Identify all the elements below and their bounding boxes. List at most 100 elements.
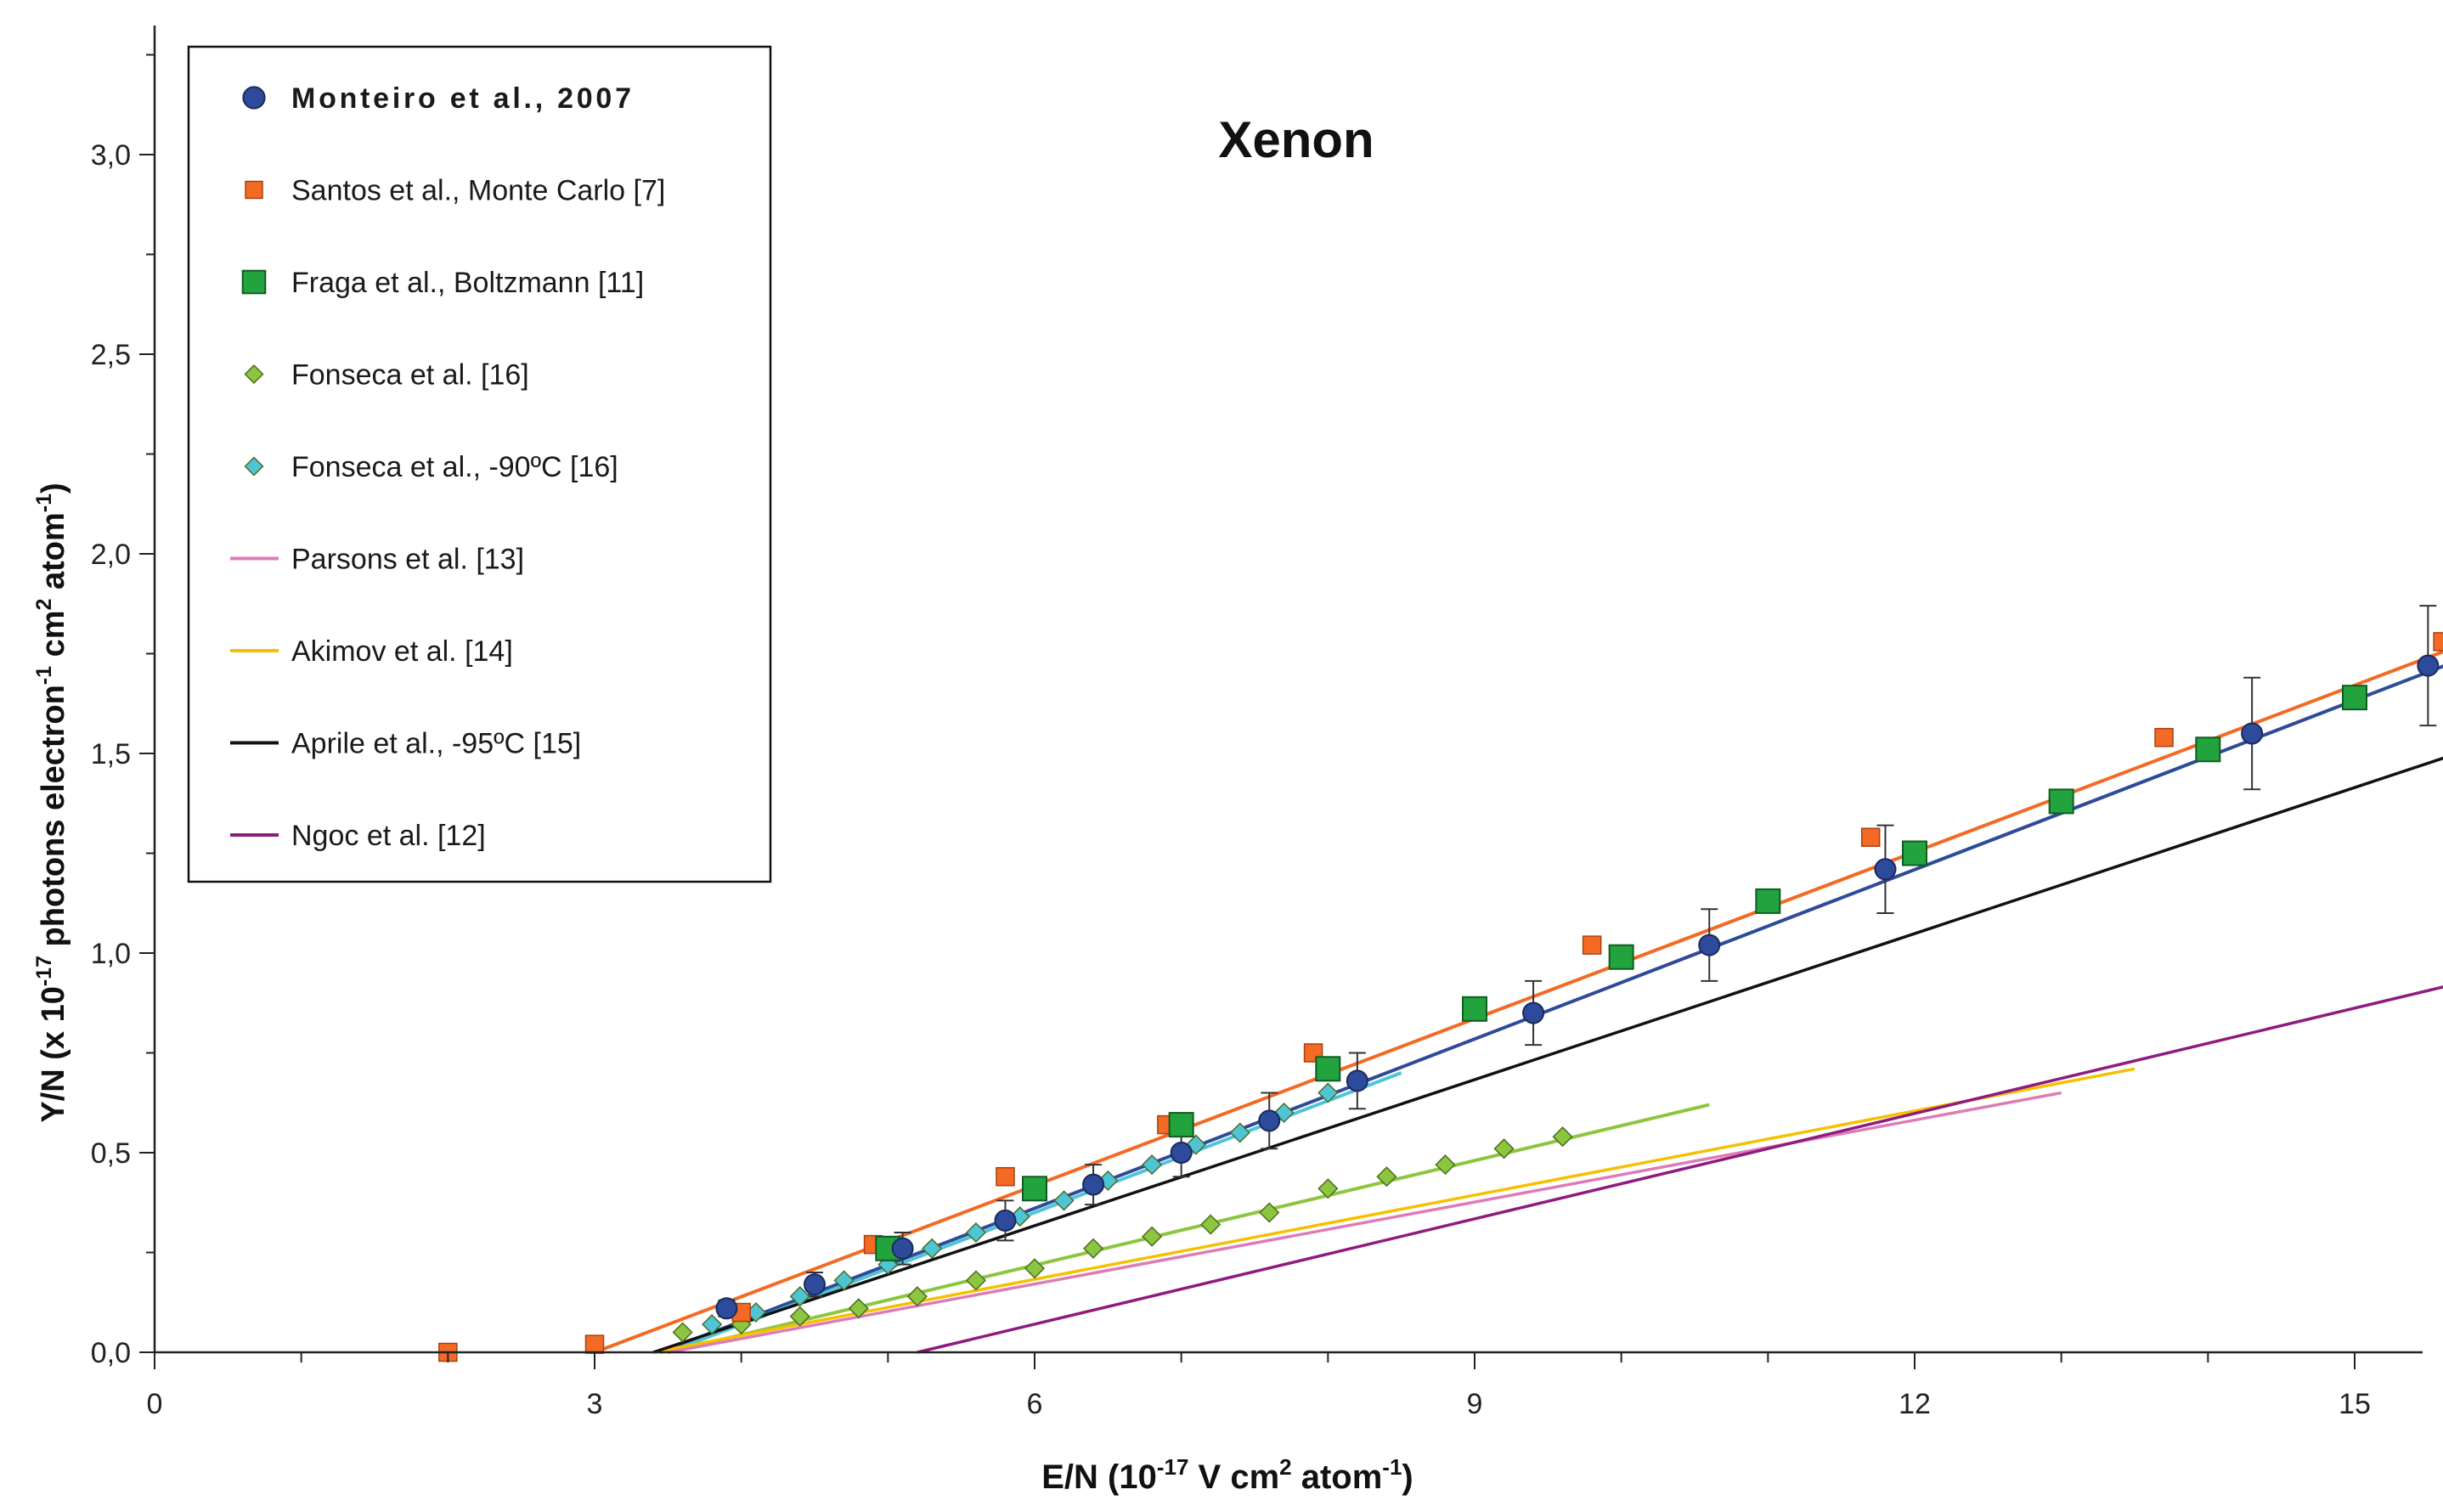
fit-line-fonseca-et-al-16 [667, 1103, 1710, 1354]
fit-line-monteiro-et-al-2007 [659, 664, 2443, 1354]
data-point-monteiro-et-al-2007 [2241, 722, 2264, 745]
x-tick-label: 6 [1027, 1388, 1043, 1420]
legend: Monteiro et al., 2007 Santos et al., Mont… [187, 45, 772, 883]
x-label-exp1: -17 [1157, 1454, 1189, 1480]
legend-entry-aprile-et-al-95-c-15: Aprile et al., -95ºC [15] [230, 728, 581, 760]
legend-label: Aprile et al., -95ºC [15] [291, 728, 581, 760]
x-label-mid: V cm [1188, 1458, 1279, 1496]
data-point-fonseca-et-al-16 [1435, 1154, 1456, 1176]
y-label-exp2: -1 [32, 666, 56, 685]
data-point-monteiro-et-al-2007 [891, 1237, 914, 1260]
data-point-monteiro-et-al-2007 [1874, 858, 1897, 881]
legend-label: Fonseca et al., -90ºC [16] [291, 451, 618, 483]
data-point-fonseca-et-al-90-c-16 [789, 1286, 810, 1307]
data-point-fraga-et-al-boltzmann-11 [2342, 685, 2367, 711]
legend-swatch-marker [241, 269, 267, 295]
data-point-monteiro-et-al-2007 [804, 1273, 826, 1296]
y-label-suffix: ) [36, 482, 71, 494]
data-point-fonseca-et-al-16 [1493, 1138, 1515, 1159]
data-point-fonseca-et-al-16 [1552, 1126, 1573, 1148]
data-point-fraga-et-al-boltzmann-11 [1608, 944, 1634, 970]
y-tick-label: 2,0 [91, 539, 131, 571]
x-tick-label: 12 [1899, 1388, 1931, 1420]
data-point-santos-et-al-monte-carlo-7 [1582, 935, 1602, 955]
y-label-mid2: cm [36, 610, 71, 665]
y-label-exp4: -1 [32, 494, 56, 512]
legend-label: Ngoc et al. [12] [291, 820, 486, 852]
legend-swatch-marker [242, 86, 266, 110]
x-axis-label: E/N (10-17 V cm2 atom-1) [1041, 1454, 1413, 1496]
legend-box [187, 45, 772, 883]
series-line-akimov-et-al-14 [652, 1067, 2136, 1354]
data-point-santos-et-al-monte-carlo-7 [996, 1166, 1015, 1187]
data-point-fonseca-et-al-16 [906, 1286, 928, 1307]
data-point-monteiro-et-al-2007 [1170, 1142, 1193, 1164]
x-tick-label: 15 [2339, 1388, 2371, 1420]
data-point-santos-et-al-monte-carlo-7 [2154, 727, 2174, 748]
data-point-fraga-et-al-boltzmann-11 [2195, 736, 2221, 763]
data-point-fonseca-et-al-16 [1142, 1226, 1163, 1247]
data-point-fraga-et-al-boltzmann-11 [2048, 788, 2074, 815]
y-tick-label: 1,0 [91, 938, 131, 970]
data-point-monteiro-et-al-2007 [1258, 1109, 1281, 1132]
legend-entry-akimov-et-al-14: Akimov et al. [14] [230, 635, 513, 668]
data-point-fonseca-et-al-90-c-16 [1317, 1082, 1339, 1103]
data-point-fraga-et-al-boltzmann-11 [1462, 996, 1487, 1022]
data-point-monteiro-et-al-2007 [715, 1297, 738, 1320]
data-point-fonseca-et-al-16 [965, 1270, 986, 1291]
data-point-fonseca-et-al-90-c-16 [833, 1270, 855, 1291]
data-point-monteiro-et-al-2007 [1082, 1173, 1105, 1196]
y-label-mid3: atom [36, 512, 71, 598]
data-point-fraga-et-al-boltzmann-11 [1315, 1056, 1341, 1082]
legend-label: Santos et al., Monte Carlo [7] [291, 175, 665, 207]
fit-line-santos-et-al-monte-carlo-7 [594, 650, 2443, 1354]
legend-label: Akimov et al. [14] [291, 635, 513, 668]
x-label-exp2: 2 [1279, 1454, 1291, 1480]
data-point-fonseca-et-al-90-c-16 [1229, 1122, 1250, 1143]
series-line-parsons-et-al-13 [668, 1091, 2062, 1354]
legend-entry-fonseca-et-al-90-c-16: Fonseca et al., -90ºC [16] [244, 451, 618, 483]
data-point-fonseca-et-al-16 [848, 1298, 869, 1319]
legend-swatch-marker [244, 364, 264, 385]
x-label-mid2: atom [1292, 1458, 1383, 1496]
y-label-mid: photons electron [36, 685, 71, 956]
legend-label: Fonseca et al. [16] [291, 359, 529, 392]
x-tick-label: 9 [1467, 1388, 1483, 1420]
data-point-fraga-et-al-boltzmann-11 [1902, 840, 1927, 866]
x-label-exp3: -1 [1382, 1454, 1402, 1480]
data-point-fonseca-et-al-16 [1200, 1214, 1222, 1235]
data-point-monteiro-et-al-2007 [1522, 1001, 1545, 1024]
legend-label: Parsons et al. [13] [291, 544, 524, 576]
y-tick-label: 0,5 [91, 1137, 131, 1170]
data-point-fraga-et-al-boltzmann-11 [1755, 888, 1781, 914]
legend-entry-santos-et-al-monte-carlo-7: Santos et al., Monte Carlo [7] [245, 175, 665, 207]
data-point-fraga-et-al-boltzmann-11 [1168, 1112, 1194, 1138]
data-point-fonseca-et-al-16 [1083, 1238, 1104, 1259]
y-label-exp3: 2 [32, 599, 56, 611]
legend-swatch-marker [244, 456, 264, 477]
data-point-fonseca-et-al-90-c-16 [922, 1238, 943, 1259]
data-point-monteiro-et-al-2007 [1346, 1069, 1368, 1092]
data-point-fonseca-et-al-90-c-16 [1053, 1190, 1075, 1211]
legend-entry-fraga-et-al-boltzmann-11: Fraga et al., Boltzmann [11] [241, 267, 644, 299]
data-point-fonseca-et-al-90-c-16 [965, 1221, 986, 1244]
chart-title: Xenon [1218, 111, 1374, 168]
x-label-prefix: E/N (10 [1041, 1458, 1157, 1496]
x-label-suffix: ) [1402, 1458, 1413, 1496]
y-label-prefix: Y/N (x 10 [36, 986, 71, 1123]
legend-label: Fraga et al., Boltzmann [11] [291, 267, 644, 299]
series-line-aprile-et-al-95-c-15 [652, 756, 2443, 1354]
x-tick-label: 0 [147, 1388, 163, 1420]
data-point-fonseca-et-al-16 [1317, 1178, 1339, 1199]
data-point-fraga-et-al-boltzmann-11 [1022, 1176, 1047, 1202]
y-tick-label: 1,5 [91, 738, 131, 770]
data-point-santos-et-al-monte-carlo-7 [1860, 827, 1881, 847]
y-tick-label: 3,0 [91, 139, 131, 172]
data-point-fonseca-et-al-16 [789, 1306, 810, 1327]
y-axis-label: Y/N (x 10-17 photons electron-1 cm2 atom… [32, 482, 71, 1122]
data-point-monteiro-et-al-2007 [994, 1209, 1017, 1232]
data-point-santos-et-al-monte-carlo-7 [2433, 632, 2443, 652]
data-point-fonseca-et-al-16 [672, 1322, 693, 1343]
